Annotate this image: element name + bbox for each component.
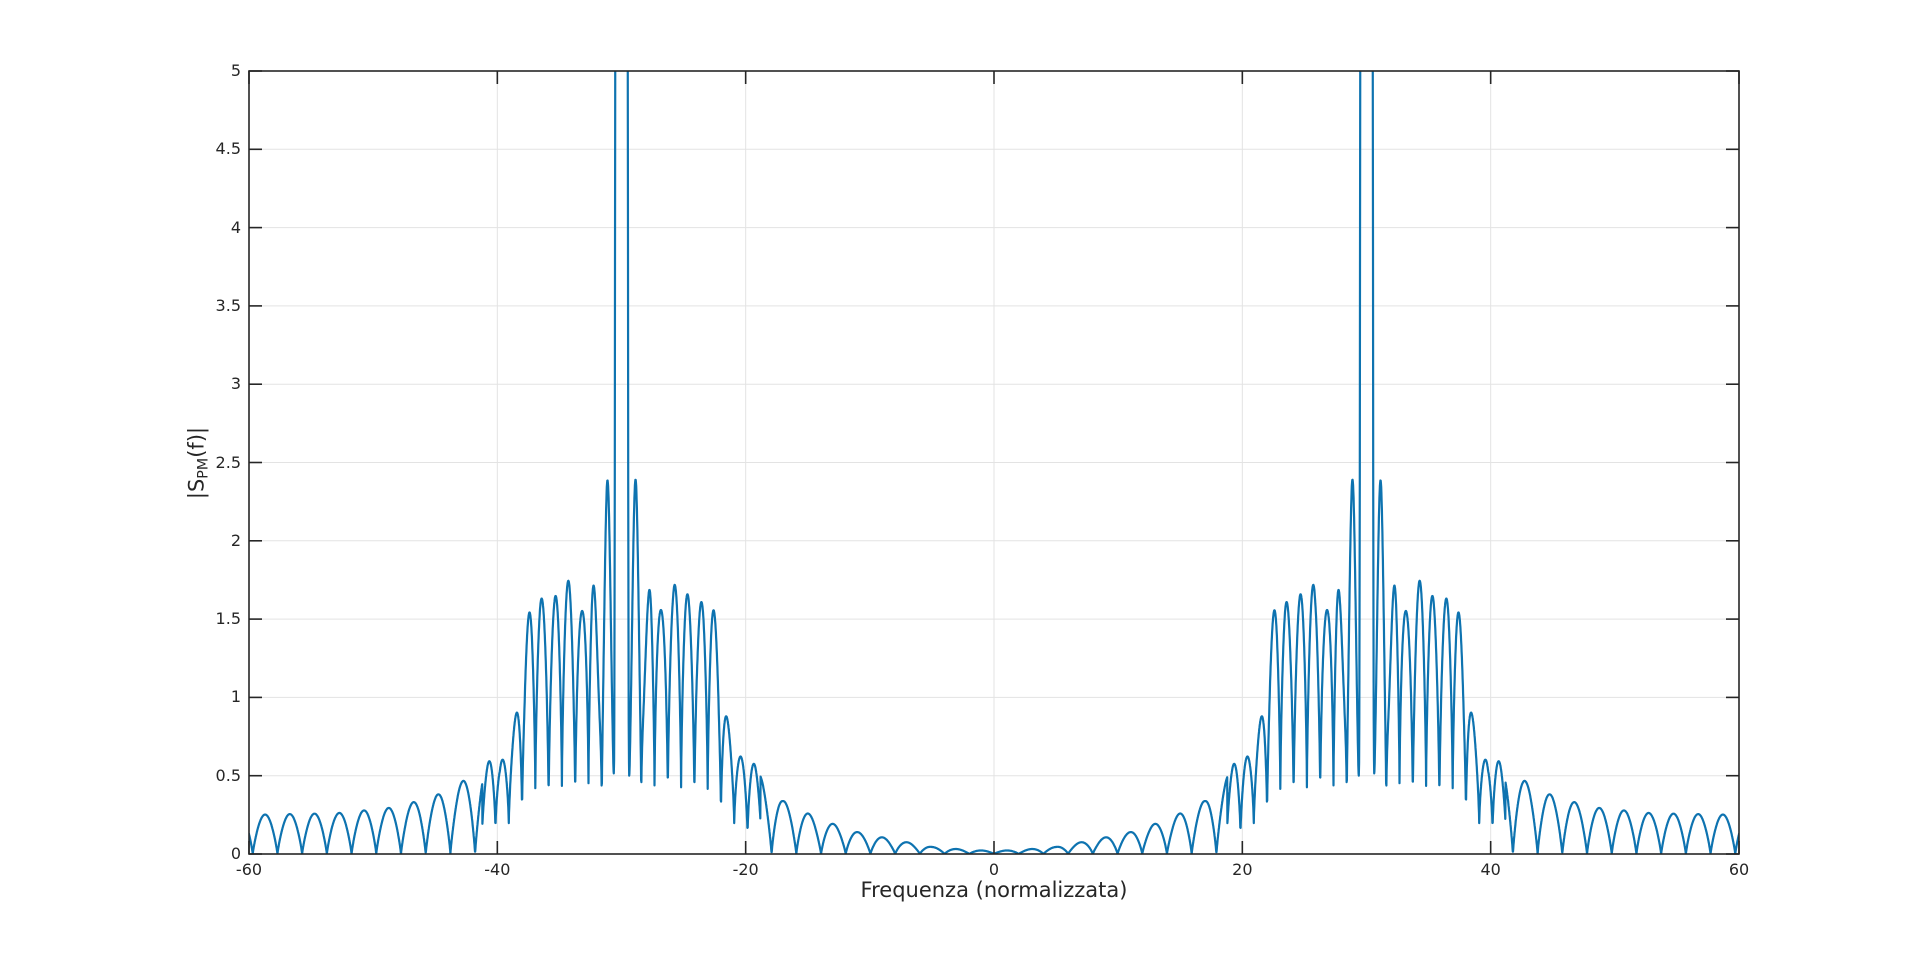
y-axis-label: |SPM(f)|: [184, 426, 212, 499]
tick-marks: [248, 70, 1740, 855]
y-tick-label: 1: [230, 687, 241, 707]
y-tick-label: 3.5: [215, 295, 241, 315]
grid-lines: [248, 70, 1740, 855]
y-axis-label-suffix: (f)|: [184, 426, 209, 458]
x-tick-label: -60: [235, 860, 263, 879]
spectrum-curve: [249, 71, 1739, 854]
y-tick-label: 4.5: [215, 139, 241, 159]
y-tick-label: 1.5: [215, 609, 241, 629]
y-tick-label: 2.5: [215, 452, 241, 472]
y-axis-label-subscript: PM: [195, 457, 212, 479]
x-tick-label: -20: [732, 860, 759, 879]
y-tick-label: 0.5: [215, 765, 241, 785]
y-tick-label: 4: [230, 217, 241, 237]
y-tick-label: 2: [230, 530, 241, 550]
x-tick-label: 0: [988, 860, 1000, 879]
x-tick-label: 40: [1480, 860, 1501, 879]
y-axis-label-prefix: |S: [184, 478, 209, 499]
x-tick-label: 60: [1728, 860, 1750, 879]
x-tick-label: -40: [484, 860, 511, 879]
x-axis-label: Frequenza (normalizzata): [860, 878, 1128, 902]
x-tick-label: 20: [1232, 860, 1253, 879]
y-tick-label: 0: [230, 844, 241, 863]
y-tick-label: 5: [230, 61, 241, 80]
y-tick-label: 3: [230, 374, 241, 394]
